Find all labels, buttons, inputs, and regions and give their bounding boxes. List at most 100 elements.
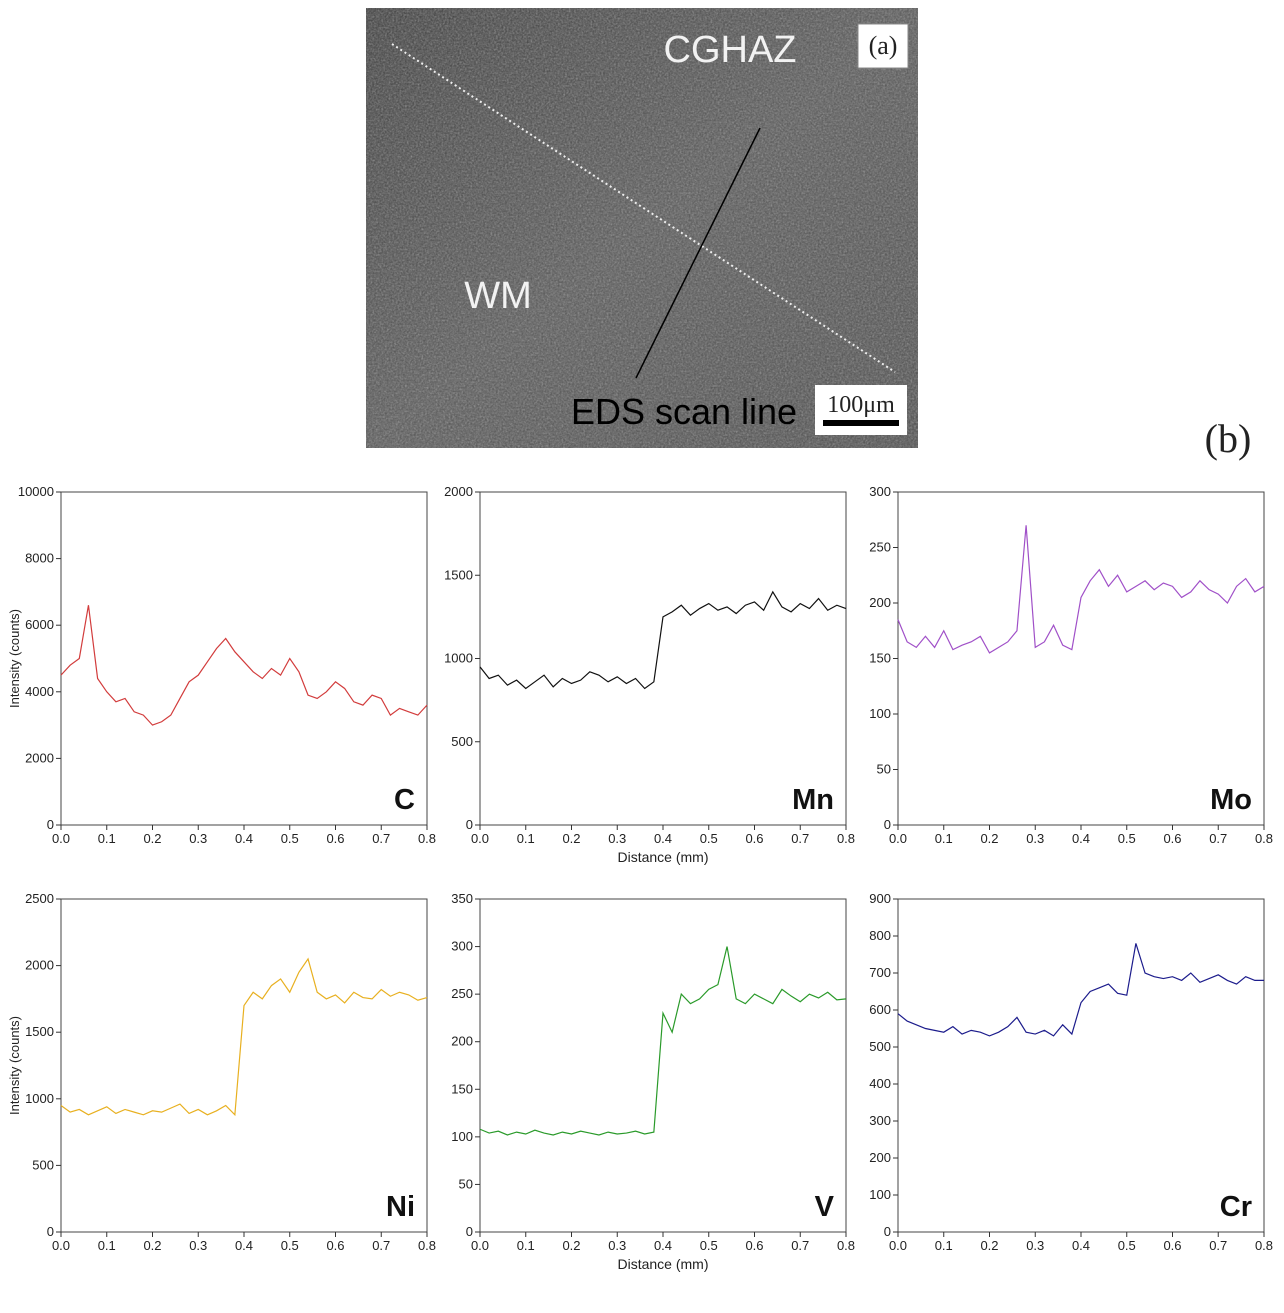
scan-line	[391, 43, 896, 373]
x-tick-label: 0.6	[1163, 1238, 1181, 1253]
y-tick-label: 500	[451, 734, 473, 749]
x-tick-label: 0.2	[562, 831, 580, 846]
data-line	[897, 525, 1265, 654]
region-label: WM	[464, 275, 532, 317]
x-tick-label: 0.5	[700, 831, 718, 846]
y-axis-label: Intensity (counts)	[7, 1016, 22, 1115]
data-line	[60, 957, 428, 1117]
y-tick-label: 50	[459, 1176, 473, 1191]
micrograph-texture	[366, 8, 918, 448]
x-tick-label: 0.7	[372, 1238, 390, 1253]
x-tick-label: 0.7	[1209, 1238, 1227, 1253]
x-tick-label: 0.8	[837, 1238, 855, 1253]
y-tick-label: 8000	[25, 551, 54, 566]
x-tick-label: 0.0	[52, 1238, 70, 1253]
chart: 0 50 100 150 200 250 300 0.0 0.1 0.2 0.3 0.4 0.5 0.6 0…	[869, 484, 1273, 846]
data-line	[479, 946, 847, 1136]
element-label: Mo	[1210, 784, 1252, 816]
x-tick-label: 0.8	[837, 831, 855, 846]
x-tick-label: 0.8	[1255, 1238, 1273, 1253]
x-tick-label: 0.4	[1072, 1238, 1090, 1253]
y-tick-label: 900	[869, 891, 891, 906]
x-tick-label: 0.3	[608, 1238, 626, 1253]
scale-bar	[823, 420, 899, 426]
y-tick-label: 1500	[444, 567, 473, 582]
region-label: CGHAZ	[664, 29, 797, 71]
chart: 0 2000 4000 6000 8000 10000 0.0 0.1 0.2 0.3 0.4 0.5…	[7, 484, 436, 846]
x-tick-label: 0.6	[326, 1238, 344, 1253]
x-tick-label: 0.8	[418, 831, 436, 846]
chart: 0 500 1000 1500 2000 2500 0.0 0.1 0.2 0.3 0.4 0.5 0.…	[7, 891, 436, 1253]
y-tick-label: 200	[869, 1150, 891, 1165]
element-label: Cr	[1220, 1191, 1252, 1223]
x-tick-label: 0.2	[143, 831, 161, 846]
x-tick-label: 0.7	[791, 1238, 809, 1253]
x-tick-label: 0.0	[471, 1238, 489, 1253]
x-tick-label: 0.3	[608, 831, 626, 846]
x-tick-label: 0.1	[935, 831, 953, 846]
y-tick-label: 600	[869, 1002, 891, 1017]
x-tick-label: 0.0	[471, 831, 489, 846]
plot-area	[479, 491, 847, 826]
y-tick-label: 200	[451, 1034, 473, 1049]
y-tick-label: 0	[47, 817, 54, 832]
y-tick-label: 0	[884, 817, 891, 832]
x-tick-label: 0.1	[517, 1238, 535, 1253]
x-tick-label: 0.1	[98, 1238, 116, 1253]
y-tick-label: 100	[451, 1129, 473, 1144]
plot-area	[60, 898, 428, 1233]
x-tick-label: 0.2	[143, 1238, 161, 1253]
x-tick-label: 0.1	[517, 831, 535, 846]
plot-area	[60, 491, 428, 826]
y-tick-label: 0	[884, 1224, 891, 1239]
y-tick-label: 1000	[444, 651, 473, 666]
scan-label: EDS scan line	[571, 391, 797, 432]
y-tick-label: 150	[869, 651, 891, 666]
scale-bar-label: 100μm	[827, 392, 895, 418]
x-tick-label: 0.1	[98, 831, 116, 846]
panel-label: (a)	[869, 31, 898, 60]
y-tick-label: 300	[869, 484, 891, 499]
x-tick-label: 0.5	[281, 1238, 299, 1253]
x-tick-label: 0.4	[654, 831, 672, 846]
micrograph: (a) CGHAZ WM EDS scan line 100μm	[366, 8, 918, 448]
x-axis-label: Distance (mm)	[617, 849, 708, 865]
scale-bar-box	[815, 385, 907, 435]
y-tick-label: 100	[869, 1187, 891, 1202]
y-tick-label: 4000	[25, 684, 54, 699]
y-tick-label: 700	[869, 965, 891, 980]
y-tick-label: 400	[869, 1076, 891, 1091]
y-tick-label: 1500	[25, 1024, 54, 1039]
y-tick-label: 350	[451, 891, 473, 906]
chart: 0 100 200 300 400 500 600 700 800 900 0.0 0.1 0.2 0.3…	[869, 891, 1273, 1253]
y-tick-label: 300	[451, 939, 473, 954]
data-line	[897, 943, 1264, 1037]
data-line	[479, 590, 847, 690]
x-tick-label: 0.5	[1118, 1238, 1136, 1253]
x-tick-label: 0.5	[700, 1238, 718, 1253]
panel-label: (b)	[1205, 416, 1252, 461]
y-tick-label: 300	[869, 1113, 891, 1128]
plot-area	[479, 898, 847, 1233]
y-tick-label: 2500	[25, 891, 54, 906]
y-tick-label: 2000	[25, 958, 54, 973]
y-tick-label: 2000	[25, 750, 54, 765]
y-tick-label: 800	[869, 928, 891, 943]
x-tick-label: 0.4	[235, 831, 253, 846]
x-tick-label: 0.4	[654, 1238, 672, 1253]
x-tick-label: 0.6	[745, 1238, 763, 1253]
y-tick-label: 0	[466, 1224, 473, 1239]
x-tick-label: 0.0	[52, 831, 70, 846]
x-tick-label: 0.6	[745, 831, 763, 846]
x-tick-label: 0.3	[1026, 1238, 1044, 1253]
element-label: Mn	[792, 784, 834, 816]
label-box	[857, 23, 909, 69]
y-tick-label: 0	[466, 817, 473, 832]
y-tick-label: 6000	[25, 617, 54, 632]
y-tick-label: 0	[47, 1224, 54, 1239]
x-tick-label: 0.2	[980, 831, 998, 846]
y-tick-label: 150	[451, 1081, 473, 1096]
y-tick-label: 2000	[444, 484, 473, 499]
plot-area	[897, 491, 1265, 826]
